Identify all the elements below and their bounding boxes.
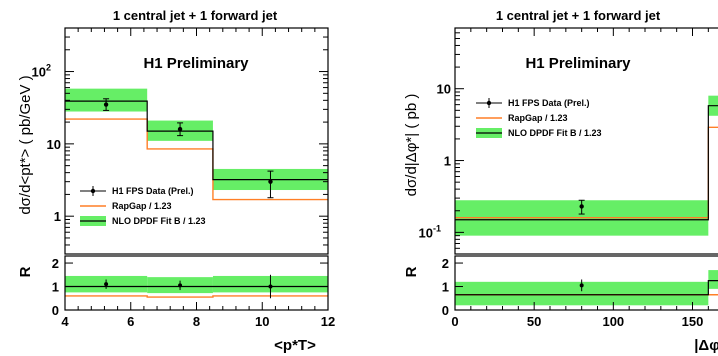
chart-1-ratio-y-tick-label-3: 2 (52, 256, 59, 271)
chart-1-x-tick-label-3: 8 (193, 314, 200, 329)
chart-1-y-tick-label-1: 102 (32, 63, 51, 80)
chart-2-title: 1 central jet + 1 forward jet (496, 8, 661, 23)
chart-1-title: 1 central jet + 1 forward jet (113, 8, 278, 23)
chart-1-x-tick-label-4: 10 (255, 314, 269, 329)
chart-2-ratio-band-2 (708, 270, 718, 289)
chart-1-ratio-y-tick-label-1: 0 (52, 303, 59, 318)
chart-2-ratio-band-1 (455, 281, 709, 306)
chart-1-legend-rapgap-label: RapGap / 1.23 (112, 201, 172, 211)
chart-1-data-point-3 (268, 179, 273, 184)
chart-1-y-axis-label: dσ/d<pt*> ( pb/GeV ) (17, 75, 34, 214)
chart-1-ratio-rapgap-line (65, 295, 328, 298)
chart-2-x-tick-label-4: 150 (682, 314, 704, 329)
chart-2-y-tick-label-1: 10 (437, 82, 451, 97)
chart-1-data-point-2 (177, 126, 183, 132)
chart-1-legend-data-marker (90, 188, 96, 194)
chart-1-y-tick-label-2: 10 (47, 137, 61, 152)
chart-2-ratio-y-tick-label-3: 2 (442, 256, 449, 271)
chart-2-y-axis-label: dσ/d|Δφ*| ( pb ) (403, 94, 420, 197)
chart-1-ratio-point-1 (104, 282, 109, 287)
chart-1-y-tick-label-3: 1 (54, 209, 61, 224)
chart-1-x-tick-label-5: 12 (321, 314, 335, 329)
chart-2-y-tick-label-3: 10-1 (419, 223, 441, 240)
chart-2-ratio-label: R (403, 266, 420, 277)
chart-2-x-axis-label: |Δφ* (694, 337, 718, 354)
chart-2-x-tick-label-2: 50 (527, 314, 541, 329)
chart-2-plot: 10 1 10-1 0 1 2 0 50 100 150 |Δφ* H1 FPS Data (Prel… (419, 27, 718, 354)
chart-1-ratio-y-tick-label-2: 1 (52, 280, 59, 295)
chart-2-data-point-1 (579, 204, 584, 209)
chart-2-x-tick-label-3: 100 (602, 314, 624, 329)
chart-1-x-tick-label-2: 6 (127, 314, 134, 329)
chart-2-nlo-line (455, 105, 718, 221)
chart-2-ratio-y-tick-label-1: 0 (442, 303, 449, 318)
chart-1-ratio-point-3 (268, 284, 273, 289)
chart-1-x-axis-label: <p*T> (274, 337, 316, 354)
chart-1-ratio-point-2 (178, 283, 183, 288)
chart-2-ratio-point-1 (579, 283, 584, 288)
chart-1-data-point-1 (103, 102, 109, 107)
chart-2-x-tick-label-1: 0 (451, 314, 458, 329)
chart-2-ratio-y-tick-label-2: 1 (442, 280, 449, 295)
chart-1-annotation: H1 Preliminary (143, 55, 249, 72)
chart-2-legend-data-label: H1 FPS Data (Prel.) (508, 98, 590, 108)
chart-1-legend-data-label: H1 FPS Data (Prel.) (112, 186, 194, 196)
chart-2-ratio-nlo-line (455, 280, 718, 296)
chart-2-y-tick-label-2: 1 (444, 154, 451, 169)
chart-2-legend-rapgap-label: RapGap / 1.23 (508, 113, 568, 123)
chart-1-ratio-label: R (17, 266, 34, 277)
chart-2-legend-data-marker (486, 100, 492, 106)
chart-2-legend-nlo-label: NLO DPDF Fit B / 1.23 (508, 128, 602, 138)
chart-1-rapgap-line (65, 118, 328, 201)
chart-1-legend-nlo-label: NLO DPDF Fit B / 1.23 (112, 216, 206, 226)
chart-2-annotation: H1 Preliminary (525, 55, 631, 72)
chart-1-x-tick-label-1: 4 (61, 314, 69, 329)
